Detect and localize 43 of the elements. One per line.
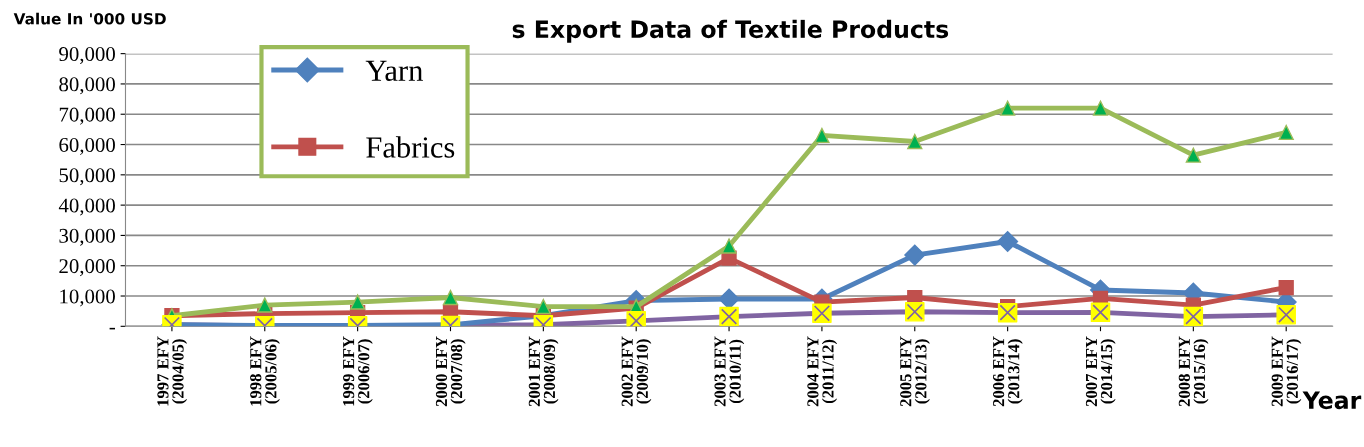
y-tick-label: 40,000 — [58, 198, 115, 216]
y-tick-label: 70,000 — [59, 107, 115, 125]
point — [721, 238, 737, 254]
x-tick-label: 2008 EFY (2015/16) — [1178, 336, 1209, 407]
x-axis-title: Year — [1302, 391, 1362, 410]
point — [349, 294, 366, 310]
x-tick-label: 2007 EFY (2014/15) — [1085, 336, 1116, 407]
chart-title: s Export Data of Textile Products — [512, 19, 949, 43]
point — [907, 133, 923, 150]
x-tick-label: 2003 EFY (2010/11) — [714, 336, 745, 407]
y-tick-label: 90,000 — [59, 47, 115, 65]
x-tick-label: 2004 EFY (2011/12) — [807, 336, 838, 407]
point — [1185, 147, 1201, 163]
y-tick-label: 80,000 — [59, 77, 115, 95]
point — [535, 298, 551, 315]
point — [1278, 279, 1294, 296]
point — [1278, 124, 1294, 141]
y-tick-label: 10,000 — [60, 289, 115, 307]
point — [718, 288, 740, 310]
y-tick-label: 30,000 — [59, 228, 115, 246]
x-tick-label: 1997 EFY (2004/05) — [157, 336, 188, 406]
y-axis-title: Value In '000 USD — [13, 12, 166, 25]
x-tick-label: 1999 EFY (2006/07) — [343, 336, 373, 406]
point — [442, 289, 459, 306]
x-tick-label: 1998 EFY (2005/06) — [250, 336, 280, 406]
point — [999, 100, 1016, 116]
point — [814, 127, 830, 144]
y-tick-label: 20,000 — [59, 259, 115, 277]
point — [1092, 100, 1109, 116]
x-tick-label: 2000 EFY (2007/08) — [435, 336, 466, 407]
y-tick-label: 60,000 — [59, 137, 115, 155]
point — [904, 244, 926, 266]
point — [257, 297, 273, 313]
x-tick-label: 2002 EFY (2009/10) — [621, 336, 652, 407]
y-tick-label: - — [109, 327, 116, 330]
x-tick-label: 2005 EFY (2012/13) — [900, 336, 930, 407]
legend-label: Fabrics — [366, 136, 455, 158]
x-tick-label: 2009 EFY (2016/17) — [1271, 336, 1302, 407]
x-tick-label: 2006 EFY (2013/14) — [993, 336, 1023, 407]
point — [997, 230, 1019, 252]
x-tick-label: 2001 EFY (2008/09) — [528, 336, 559, 407]
y-tick-label: 50,000 — [59, 168, 115, 186]
legend-label: Yarn — [365, 60, 423, 82]
